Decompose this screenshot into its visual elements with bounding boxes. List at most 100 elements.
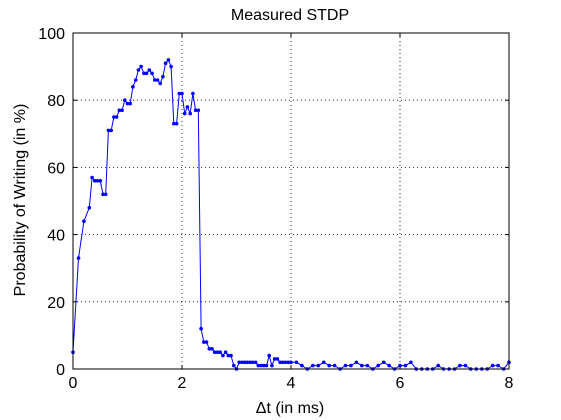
- data-point: [436, 363, 441, 368]
- data-point: [278, 360, 282, 365]
- data-point: [458, 363, 462, 368]
- data-point: [125, 101, 130, 106]
- data-point: [332, 363, 337, 368]
- data-point: [166, 58, 171, 62]
- data-point: [158, 81, 162, 86]
- data-point: [229, 353, 233, 358]
- data-point: [182, 111, 187, 116]
- data-point: [387, 363, 391, 368]
- data-point: [106, 128, 111, 133]
- y-tick-label: 20: [47, 295, 65, 312]
- data-point: [409, 360, 413, 365]
- data-point: [218, 350, 222, 355]
- data-point: [245, 360, 250, 365]
- data-point: [311, 363, 315, 368]
- data-point: [153, 78, 157, 82]
- data-point: [210, 347, 214, 351]
- data-point: [289, 360, 293, 365]
- grid-layer: [73, 33, 509, 369]
- chart-title: Measured STDP: [231, 7, 349, 24]
- data-point: [354, 360, 359, 365]
- series-line: [72, 58, 510, 370]
- data-point: [463, 363, 468, 368]
- data-point: [248, 360, 252, 365]
- data-point: [112, 115, 116, 119]
- data-point: [270, 363, 274, 368]
- x-axis-label: Δt (in ms): [256, 400, 324, 417]
- data-point: [253, 360, 258, 365]
- data-point: [242, 360, 247, 365]
- data-point: [286, 360, 291, 365]
- data-point: [490, 363, 495, 368]
- y-tick-label: 40: [47, 228, 65, 245]
- data-point: [316, 363, 321, 368]
- data-point: [95, 179, 100, 183]
- data-point: [327, 363, 332, 368]
- y-tick-label: 60: [47, 160, 65, 177]
- data-point: [215, 350, 220, 355]
- x-tick-label: 6: [396, 375, 405, 392]
- data-point: [403, 363, 408, 368]
- data-point: [76, 256, 81, 260]
- data-point: [90, 175, 94, 180]
- data-point: [131, 85, 135, 89]
- data-point: [204, 340, 209, 344]
- series-layer: [71, 58, 511, 371]
- data-point: [221, 353, 225, 358]
- data-point: [161, 74, 165, 79]
- data-point: [191, 91, 195, 96]
- data-point: [103, 192, 108, 197]
- data-point: [264, 363, 269, 368]
- data-point: [142, 71, 146, 76]
- y-tick-label: 100: [38, 26, 65, 43]
- y-tick-label: 0: [56, 362, 65, 379]
- data-point: [237, 360, 241, 365]
- data-point: [365, 363, 370, 368]
- data-point: [114, 115, 119, 119]
- x-tick-label: 4: [287, 375, 296, 392]
- data-point: [251, 360, 255, 365]
- data-point: [281, 360, 285, 365]
- data-point: [376, 363, 381, 368]
- data-point: [232, 363, 236, 368]
- x-tick-label: 8: [505, 375, 514, 392]
- data-point: [202, 340, 206, 344]
- data-point: [262, 363, 266, 368]
- data-point: [180, 91, 184, 96]
- data-point: [120, 108, 124, 113]
- data-point: [147, 68, 152, 72]
- data-point: [275, 357, 280, 361]
- data-point: [150, 71, 154, 76]
- data-point: [177, 91, 182, 96]
- data-point: [283, 360, 288, 365]
- data-point: [212, 350, 217, 355]
- data-point: [93, 179, 97, 183]
- data-point: [174, 121, 179, 126]
- data-point: [133, 78, 138, 82]
- data-point: [82, 219, 86, 223]
- data-point: [101, 192, 105, 197]
- data-point: [259, 363, 263, 368]
- y-axis-label: Probability of Writing (in %): [12, 104, 29, 297]
- data-point: [381, 360, 386, 365]
- data-point: [294, 360, 299, 365]
- data-point: [226, 353, 231, 358]
- x-tick-label: 0: [69, 375, 78, 392]
- data-point: [360, 363, 364, 368]
- data-point: [240, 360, 244, 365]
- data-point: [196, 108, 201, 113]
- data-point: [144, 71, 149, 76]
- data-point: [172, 121, 176, 126]
- data-point: [193, 108, 198, 113]
- data-point: [496, 363, 500, 368]
- data-point: [300, 363, 304, 368]
- data-point: [109, 128, 113, 133]
- data-point: [128, 101, 132, 106]
- data-point: [207, 347, 212, 351]
- data-point: [163, 61, 168, 65]
- data-point: [139, 64, 143, 69]
- data-point: [98, 179, 103, 183]
